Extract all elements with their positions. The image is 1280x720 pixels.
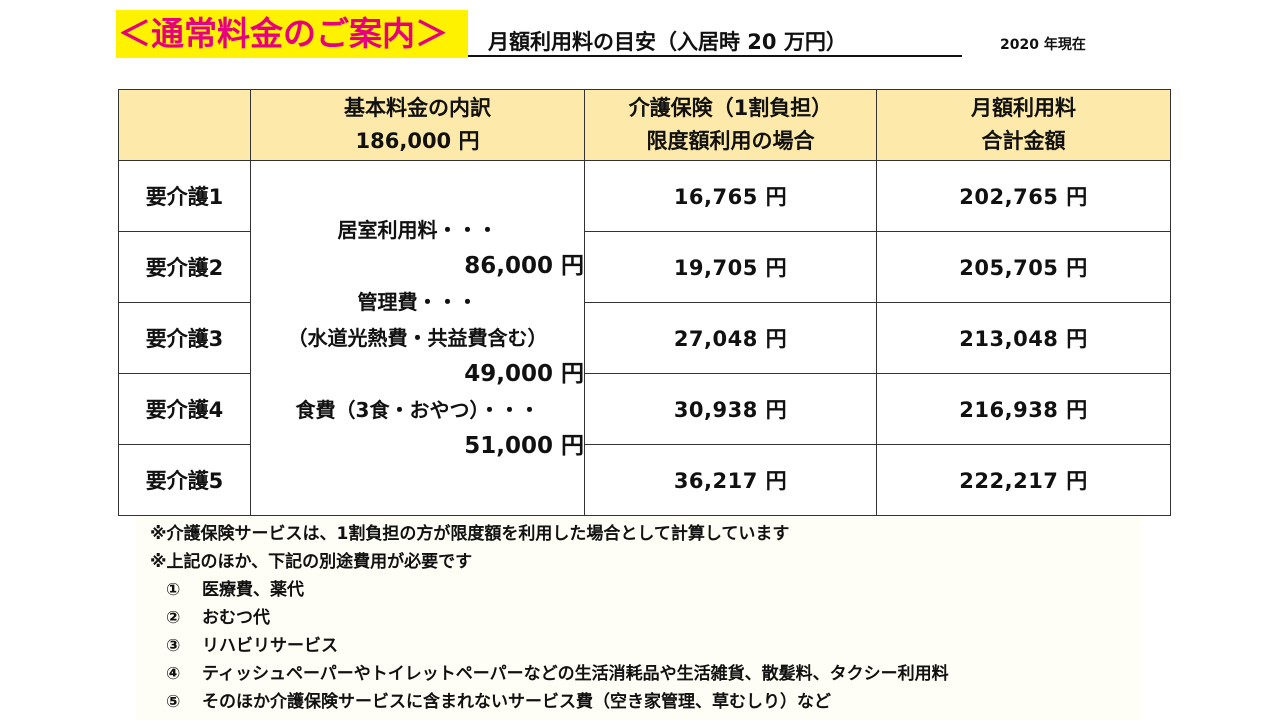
subtitle-underline [468,55,962,57]
table-row: 要介護1 居室利用料・・・ 86,000 円 管理費・・・ （水道光熱費・共益費… [118,160,1171,516]
item-text: 医療費、薬代 [202,580,304,600]
item-number: ④ [166,664,181,684]
fee-table: 基本料金の内訳 186,000 円 介護保険（1割負担） 限度額利用の場合 月額… [118,89,1171,516]
item-text: リハビリサービス [202,636,338,656]
care-level-cell: 要介護5 [118,444,251,516]
notes-panel [136,516,1141,720]
insurance-cell: 19,705 円 [584,231,877,303]
list-item: ① 医療費、薬代 [166,578,304,602]
header-breakdown: 基本料金の内訳 186,000 円 [250,89,585,161]
header-breakdown-amount: 186,000 円 [355,129,480,153]
management-fee-label: 管理費・・・ [357,290,478,314]
item-text: そのほか介護保険サービスに含まれないサービス費（空き家管理、草むしり）など [202,692,831,712]
management-fee-note: （水道光熱費・共益費含む） [287,326,548,350]
item-text: おむつ代 [202,608,270,628]
item-text: ティッシュペーパーやトイレットペーパーなどの生活消耗品や生活雑貨、散髪料、タクシ… [202,664,949,684]
header-insurance: 介護保険（1割負担） 限度額利用の場合 [584,89,877,161]
title-highlight [116,10,468,58]
table-row: 要介護5 36,217 円 222,217 円 [118,444,1171,516]
table-row: 要介護3 27,048 円 213,048 円 [118,302,1171,374]
item-number: ⑤ [166,692,181,712]
table-row: 要介護4 30,938 円 216,938 円 [118,373,1171,445]
header-blank-cell [118,89,251,161]
room-fee-label: 居室利用料・・・ [337,218,498,242]
extra-costs-note: ※上記のほか、下記の別途費用が必要です [150,552,473,572]
food-fee-label: 食費（3食・おやつ）・・・ [295,398,540,422]
total-cell: 222,217 円 [876,444,1171,516]
breakdown-cell: 居室利用料・・・ 86,000 円 管理費・・・ （水道光熱費・共益費含む） 4… [250,160,585,516]
room-fee-amount: 86,000 円 [464,253,584,279]
header-total-title: 月額利用料 [971,96,1076,120]
header-insurance-title: 介護保険（1割負担） [628,96,833,120]
total-cell: 213,048 円 [876,302,1171,374]
management-fee-amount: 49,000 円 [464,361,584,387]
care-level-cell: 要介護1 [118,160,251,232]
care-level-cell: 要介護2 [118,231,251,303]
header-total: 月額利用料 合計金額 [876,89,1171,161]
insurance-calculation-note: ※介護保険サービスは、1割負担の方が限度額を利用した場合として計算しています [150,524,790,544]
item-number: ③ [166,636,181,656]
item-number: ① [166,580,181,600]
date-note: 2020 年現在 [1000,37,1086,53]
list-item: ③ リハビリサービス [166,634,338,658]
total-cell: 216,938 円 [876,373,1171,445]
care-level-cell: 要介護3 [118,302,251,374]
insurance-cell: 27,048 円 [584,302,877,374]
header-insurance-note: 限度額利用の場合 [646,129,815,153]
header-breakdown-title: 基本料金の内訳 [344,96,491,120]
list-item: ② おむつ代 [166,606,270,630]
care-level-cell: 要介護4 [118,373,251,445]
page-subtitle: 月額利用料の目安（入居時 20 万円） [488,30,847,54]
food-fee-amount: 51,000 円 [464,433,584,459]
insurance-cell: 36,217 円 [584,444,877,516]
page-title: ＜通常料金のご案内＞ [118,14,448,53]
insurance-cell: 16,765 円 [584,160,877,232]
total-cell: 205,705 円 [876,231,1171,303]
table-header-row: 基本料金の内訳 186,000 円 介護保険（1割負担） 限度額利用の場合 月額… [118,89,1171,161]
item-number: ② [166,608,181,628]
list-item: ④ ティッシュペーパーやトイレットペーパーなどの生活消耗品や生活雑貨、散髪料、タク… [166,662,949,686]
insurance-cell: 30,938 円 [584,373,877,445]
total-cell: 202,765 円 [876,160,1171,232]
list-item: ⑤ そのほか介護保険サービスに含まれないサービス費（空き家管理、草むしり）など [166,690,831,714]
table-row: 要介護2 19,705 円 205,705 円 [118,231,1171,303]
header-total-note: 合計金額 [981,129,1066,153]
